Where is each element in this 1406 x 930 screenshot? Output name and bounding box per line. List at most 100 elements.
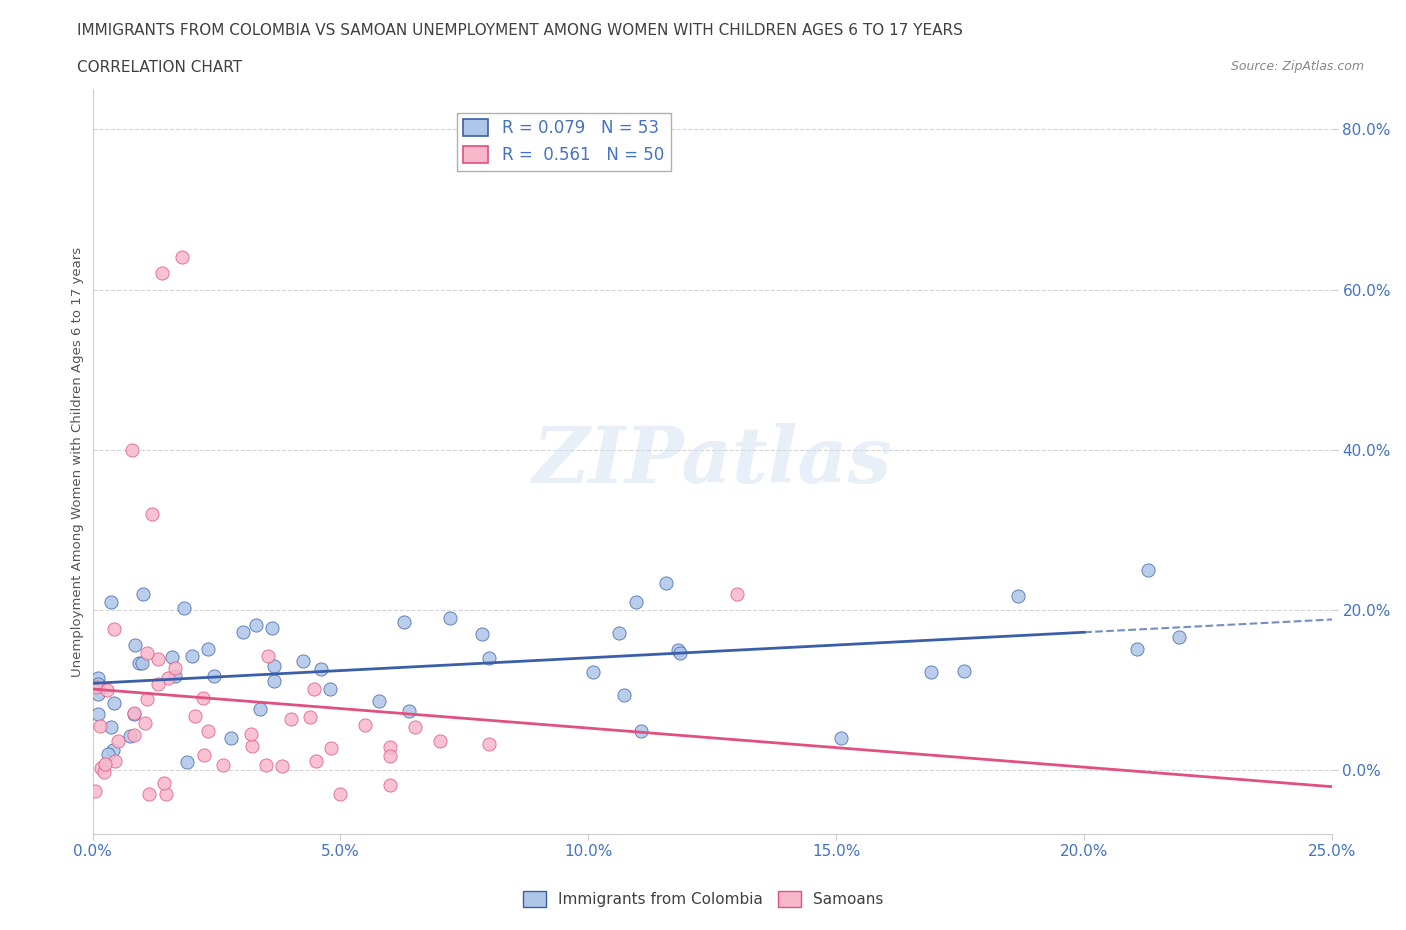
Point [100,720,122,735]
Point [263,673,285,688]
Point [107,734,129,749]
Point [173,601,195,616]
Point [367,693,389,708]
Point [354,718,377,733]
Point [309,661,332,676]
Point [232,624,254,639]
Point [439,610,461,625]
Point [920,665,942,680]
Point [271,759,294,774]
Point [1167,630,1189,644]
Point [257,649,280,664]
Legend: Immigrants from Colombia, Samoans: Immigrants from Colombia, Samoans [516,884,890,913]
Point [630,724,652,738]
Point [245,618,267,632]
Point [84,783,107,798]
Point [122,707,145,722]
Point [141,506,163,521]
Point [1137,563,1160,578]
Text: ZIPatlas: ZIPatlas [533,423,891,499]
Point [404,720,426,735]
Point [669,646,692,661]
Point [197,724,219,738]
Point [100,594,122,609]
Point [86,686,108,701]
Point [165,660,187,675]
Point [830,730,852,745]
Point [378,777,401,792]
Y-axis label: Unemployment Among Women with Children Ages 6 to 17 years: Unemployment Among Women with Children A… [72,246,84,677]
Point [582,664,605,679]
Point [93,765,115,780]
Point [280,711,302,726]
Point [97,747,120,762]
Point [176,755,198,770]
Point [155,787,177,802]
Point [240,738,263,753]
Point [478,651,501,666]
Point [305,754,328,769]
Point [212,758,235,773]
Point [86,707,108,722]
Point [89,719,111,734]
Point [202,669,225,684]
Point [319,682,342,697]
Point [148,651,170,666]
Point [240,726,263,741]
Point [134,716,156,731]
Point [150,266,173,281]
Point [254,757,277,772]
Point [666,643,689,658]
Point [298,710,321,724]
Point [121,442,143,457]
Point [181,648,204,663]
Point [725,586,748,601]
Point [122,706,145,721]
Point [94,757,117,772]
Point [1007,589,1029,604]
Point [124,637,146,652]
Point [1125,642,1147,657]
Point [131,656,153,671]
Point [183,709,205,724]
Point [132,587,155,602]
Point [193,691,215,706]
Point [260,620,283,635]
Point [96,683,118,698]
Point [122,727,145,742]
Point [953,663,976,678]
Point [86,680,108,695]
Point [86,671,108,685]
Point [197,642,219,657]
Point [103,696,125,711]
Point [329,787,352,802]
Point [607,625,630,640]
Point [193,748,215,763]
Point [136,645,159,660]
Point [249,702,271,717]
Point [478,737,501,751]
Legend: R = 0.079   N = 53, R =  0.561   N = 50: R = 0.079 N = 53, R = 0.561 N = 50 [457,113,671,170]
Point [613,688,636,703]
Text: IMMIGRANTS FROM COLOMBIA VS SAMOAN UNEMPLOYMENT AMONG WOMEN WITH CHILDREN AGES 6: IMMIGRANTS FROM COLOMBIA VS SAMOAN UNEMP… [77,23,963,38]
Text: CORRELATION CHART: CORRELATION CHART [77,60,242,75]
Point [319,740,342,755]
Point [170,250,193,265]
Point [304,682,326,697]
Point [90,761,112,776]
Point [398,703,420,718]
Point [157,671,180,685]
Point [136,692,159,707]
Point [138,787,160,802]
Point [471,626,494,641]
Point [378,739,401,754]
Point [86,676,108,691]
Point [120,728,142,743]
Point [219,731,242,746]
Point [626,595,648,610]
Point [291,654,314,669]
Point [128,656,150,671]
Point [263,658,285,673]
Point [378,749,401,764]
Point [103,621,125,636]
